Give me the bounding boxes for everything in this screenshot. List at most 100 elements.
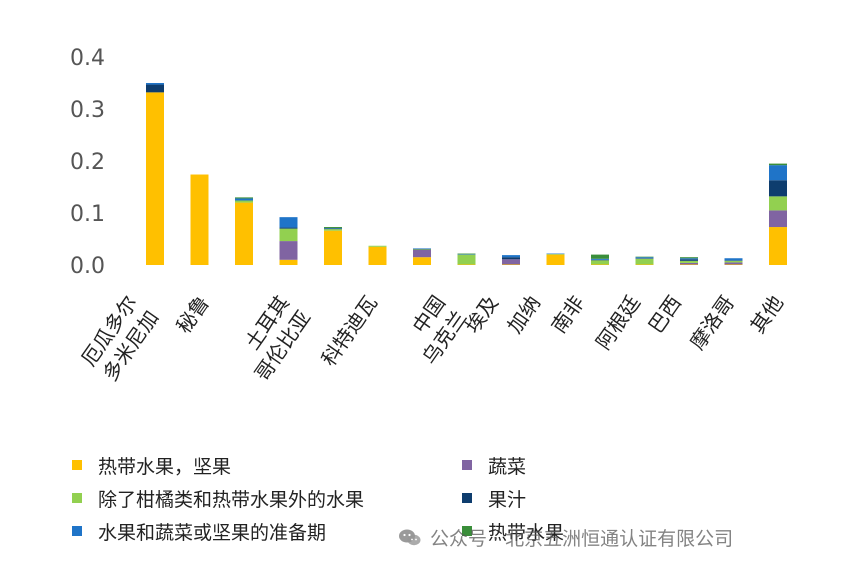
y-tick-label: 0.4 — [70, 46, 105, 71]
bar-segment — [324, 228, 342, 229]
bar-segment — [680, 260, 698, 263]
bar-segment — [235, 198, 253, 201]
legend-label: 热带水果 — [488, 521, 565, 544]
legend-swatch — [462, 460, 472, 470]
bar-segment — [546, 254, 565, 255]
bar-segment — [368, 245, 387, 247]
x-tick-label-line: 其他 — [745, 291, 788, 338]
legend-label: 水果和蔬菜或坚果的准备期 — [98, 521, 327, 544]
x-tick-label-line: 加纳 — [502, 291, 545, 338]
bar-segment — [279, 228, 298, 242]
x-tick-label: 阿根廷 — [591, 291, 645, 354]
bar-segment — [724, 264, 743, 265]
legend-swatch — [462, 526, 472, 536]
legend-swatch — [462, 493, 472, 503]
bar-segment — [146, 92, 164, 265]
bar-segment — [546, 253, 565, 255]
x-tick-label: 其他 — [745, 291, 788, 338]
x-tick-label-line: 阿根廷 — [591, 291, 645, 354]
bar-segment — [235, 200, 253, 203]
x-tick-label: 科特迪瓦 — [317, 291, 383, 370]
bar-segment — [502, 255, 520, 258]
bar-segment — [324, 228, 342, 230]
x-tick-label: 埃及 — [460, 291, 503, 338]
bar-segment — [591, 264, 609, 265]
legend: 热带水果，坚果 除了柑橘类和热带水果外的水果 水果和蔬菜或坚果的准备期 蔬菜 果… — [72, 450, 852, 565]
legend-item: 果汁 — [462, 483, 526, 513]
legend-item: 热带水果 — [462, 516, 564, 546]
y-tick-label: 0.3 — [70, 98, 105, 123]
bar-segment — [368, 246, 387, 265]
bar-segment — [769, 163, 787, 166]
x-tick-label: 巴西 — [643, 291, 686, 338]
legend-label: 蔬菜 — [488, 455, 527, 478]
wechat-icon — [399, 529, 421, 545]
bar-segment — [546, 254, 565, 265]
legend-item: 热带水果，坚果 — [72, 450, 231, 480]
bar-segment — [190, 174, 209, 265]
legend-item: 蔬菜 — [462, 450, 526, 480]
bar-segment — [457, 254, 476, 255]
x-tick-label: 秘鲁 — [171, 291, 214, 338]
x-tick-label: 南非 — [546, 291, 589, 338]
bar-segment — [724, 260, 743, 261]
legend-swatch — [72, 526, 82, 536]
bar-segment — [680, 258, 698, 260]
bar-segment — [457, 253, 476, 255]
legend-item: 除了柑橘类和热带水果外的水果 — [72, 483, 364, 513]
bar-segment — [502, 264, 520, 265]
y-tick-label: 0.2 — [70, 150, 105, 175]
watermark-text: 公众号 · 北京五洲恒通认证有限公司 — [430, 528, 734, 550]
bar-segment — [635, 258, 654, 259]
legend-label: 热带水果，坚果 — [98, 455, 232, 478]
bar-segment — [413, 249, 431, 250]
x-tick-label-line: 科特迪瓦 — [317, 291, 383, 370]
legend-label: 除了柑橘类和热带水果外的水果 — [98, 488, 365, 511]
x-tick-label-line: 南非 — [546, 291, 589, 338]
bar-segment — [279, 217, 298, 228]
bar-segment — [680, 257, 698, 259]
bar-segment — [769, 227, 787, 265]
x-tick-label-line: 巴西 — [643, 291, 686, 338]
bar-segment — [769, 210, 787, 228]
bar-segment — [680, 259, 698, 261]
bar-segment — [457, 264, 476, 265]
bar-segment — [146, 83, 164, 85]
bar-segment — [235, 197, 253, 199]
bar-segment — [724, 262, 743, 265]
bar-segment — [279, 259, 298, 265]
bar-segment — [769, 196, 787, 211]
bar-segment — [235, 202, 253, 265]
bar-segment — [502, 259, 520, 265]
bar-segment — [724, 258, 743, 261]
plot-area — [146, 83, 787, 265]
x-tick-label: 摩洛哥 — [685, 291, 739, 354]
bar-segment — [591, 259, 609, 261]
bar-segment — [413, 257, 431, 265]
bar-segment — [635, 257, 654, 259]
bar-segment — [324, 230, 342, 265]
x-tick-label-line: 埃及 — [460, 291, 503, 338]
bar-segment — [680, 262, 698, 265]
bar-segment — [324, 229, 342, 231]
bar-segment — [591, 260, 609, 265]
bar-segment — [279, 241, 298, 260]
bar-segment — [413, 249, 431, 258]
legend-item: 水果和蔬菜或坚果的准备期 — [72, 516, 326, 546]
x-tick-label-line: 摩洛哥 — [685, 291, 739, 354]
bar-segment — [769, 180, 787, 197]
bar-segment — [457, 254, 476, 265]
bar-segment — [635, 258, 654, 265]
watermark: 公众号 · 北京五洲恒通认证有限公司 — [398, 524, 733, 551]
bar-segment — [635, 256, 654, 258]
bar-segment — [413, 248, 431, 250]
y-tick-label: 0.0 — [70, 254, 105, 279]
bar-segment — [324, 227, 342, 229]
bar-segment — [724, 260, 743, 263]
bar-segment — [591, 254, 609, 259]
bar-segment — [591, 258, 609, 260]
